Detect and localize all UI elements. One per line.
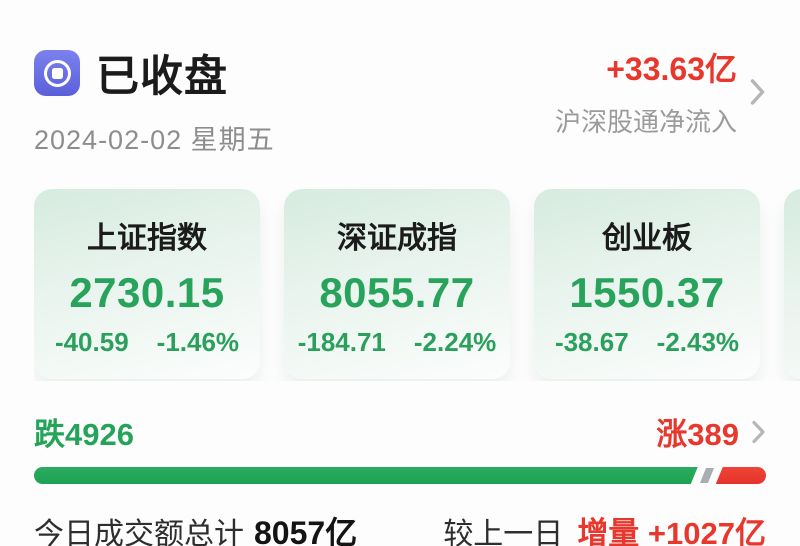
breadth-bar-divider (699, 468, 714, 483)
index-change: -184.71 (297, 327, 386, 357)
index-name: 创业板 (602, 222, 692, 255)
northbound-value: +33.63亿 (606, 51, 737, 87)
northbound-label: 沪深股通净流入 (554, 107, 737, 137)
northbound-flow-link[interactable]: +33.63亿 沪深股通净流入 (555, 44, 766, 139)
index-card-shanghai[interactable]: 上证指数 2730.15 -40.59 -1.46% (34, 189, 260, 379)
breadth-bar (34, 467, 766, 484)
compare-value: 增量 +1027亿 (577, 516, 766, 546)
compare-label: 较上一日 (443, 518, 564, 546)
index-name: 上证指数 (87, 222, 207, 255)
chevron-right-icon (752, 420, 765, 443)
index-change-pct: -1.46% (156, 327, 240, 357)
coin-ring-icon (43, 59, 71, 87)
market-status-icon (34, 50, 80, 96)
turnover-total: 今日成交额总计 8057亿 (34, 508, 357, 546)
index-name: 深证成指 (337, 222, 457, 255)
header: 已收盘 2024-02-02 星期五 +33.63亿 沪深股通净流入 (34, 42, 766, 157)
turnover-row: 今日成交额总计 8057亿 较上一日 增量 +1027亿 (34, 508, 766, 546)
index-value: 8055.77 (319, 269, 475, 316)
index-card-chinext[interactable]: 创业板 1550.37 -38.67 -2.43% (534, 189, 760, 379)
breadth-bar-red (715, 467, 766, 484)
chevron-right-icon (750, 78, 765, 105)
advancers-label: 涨389 (656, 417, 739, 452)
turnover-compare: 较上一日 增量 +1027亿 (443, 508, 766, 546)
market-status-block: 已收盘 2024-02-02 星期五 (34, 42, 275, 157)
turnover-label: 今日成交额总计 (34, 518, 244, 546)
coin-square-icon (51, 67, 63, 79)
breadth-row[interactable]: 跌4926 涨389 (34, 409, 766, 454)
turnover-value: 8057亿 (254, 515, 358, 546)
index-cards-row: 上证指数 2730.15 -40.59 -1.46% 深证成指 8055.77 … (34, 189, 800, 381)
decliners-label: 跌4926 (34, 417, 134, 452)
page-title: 已收盘 (96, 53, 228, 101)
index-card-shenzhen[interactable]: 深证成指 8055.77 -184.71 -2.24% (284, 189, 510, 379)
index-value: 2730.15 (69, 269, 225, 316)
index-value: 1550.37 (569, 269, 725, 316)
index-change: -40.59 (54, 327, 129, 357)
breadth-bar-green (34, 467, 698, 484)
index-card-partial[interactable] (784, 189, 800, 379)
index-change-pct: -2.43% (656, 327, 740, 357)
date-label: 2024-02-02 星期五 (34, 125, 275, 155)
index-change: -38.67 (554, 327, 629, 357)
index-change-pct: -2.24% (413, 327, 497, 357)
